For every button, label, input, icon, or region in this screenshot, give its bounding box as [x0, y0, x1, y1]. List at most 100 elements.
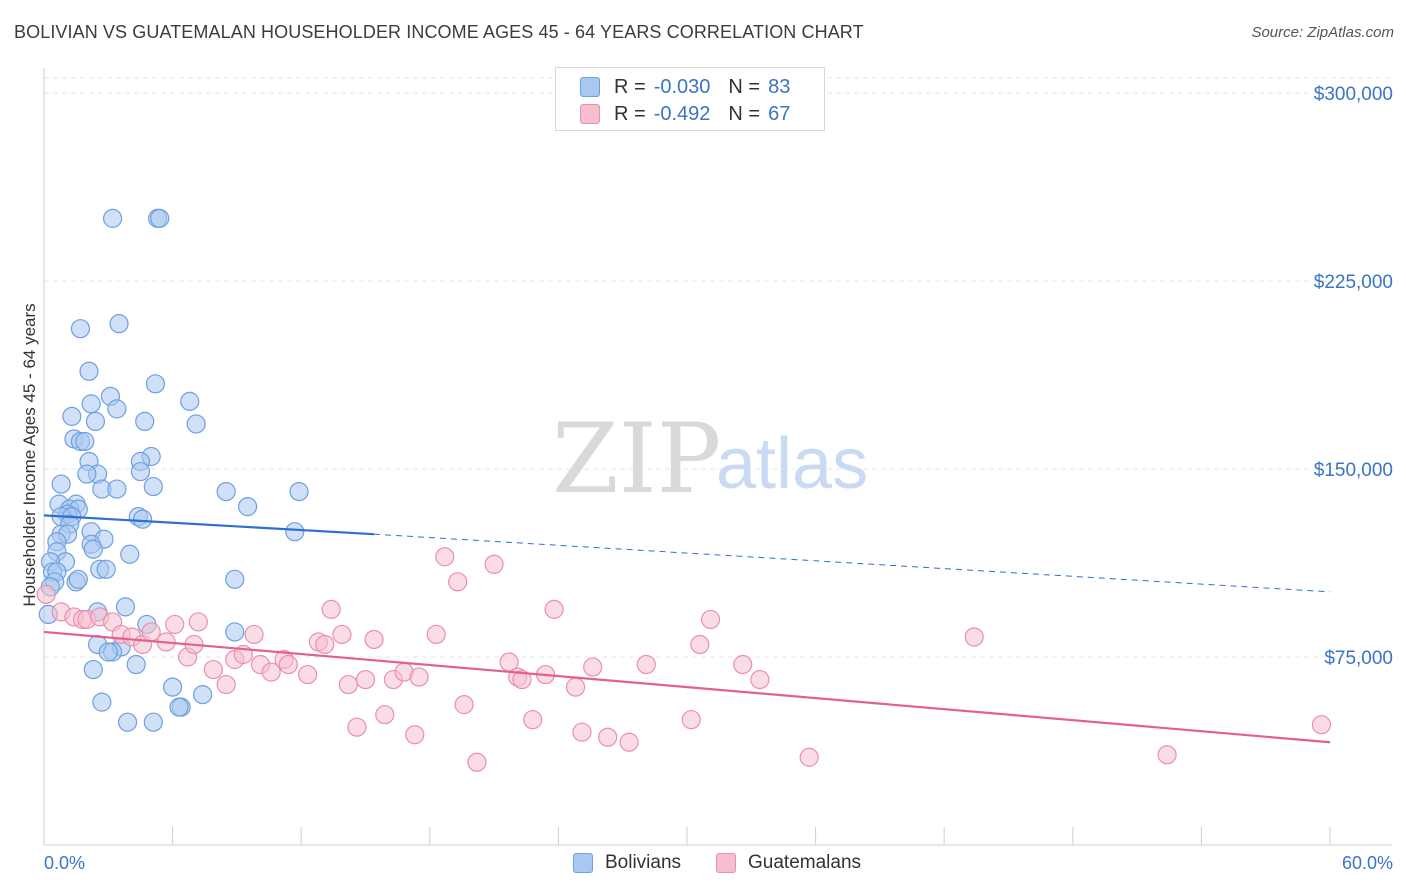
- point-guatemalans: [375, 705, 395, 725]
- point-bolivians: [186, 414, 206, 434]
- legend-r-value: -0.492: [653, 102, 711, 125]
- point-bolivians: [145, 374, 166, 394]
- point-guatemalans: [347, 717, 367, 737]
- source-label: Source: ZipAtlas.com: [1251, 24, 1394, 41]
- legend-swatch-bolivians: [580, 77, 600, 97]
- point-guatemalans: [1157, 745, 1177, 765]
- legend-item-guatemalans[interactable]: Guatemalans: [716, 852, 861, 874]
- x-tick-label-min: 0.0%: [44, 853, 85, 873]
- axes: [43, 68, 1392, 846]
- point-guatemalans: [565, 677, 586, 697]
- point-guatemalans: [733, 654, 753, 675]
- point-bolivians: [109, 314, 129, 334]
- point-bolivians: [143, 712, 163, 732]
- point-guatemalans: [523, 710, 543, 730]
- y-tick-label: $75,000: [1324, 648, 1393, 669]
- point-guatemalans: [700, 609, 721, 630]
- point-guatemalans: [467, 752, 487, 772]
- watermark-zip: ZIP: [552, 403, 721, 515]
- legend-n-label: N =: [728, 102, 761, 125]
- point-bolivians: [62, 406, 82, 426]
- point-bolivians: [107, 479, 127, 499]
- point-bolivians: [143, 476, 163, 497]
- point-bolivians: [150, 208, 170, 228]
- point-guatemalans: [315, 634, 335, 655]
- legend-swatch-guatemalans: [580, 104, 600, 124]
- point-guatemalans: [165, 614, 185, 635]
- point-guatemalans: [405, 725, 425, 745]
- y-tick-label: $225,000: [1314, 272, 1393, 293]
- point-guatemalans: [544, 599, 564, 619]
- point-guatemalans: [298, 664, 318, 685]
- point-guatemalans: [750, 669, 770, 690]
- watermark: ZIP atlas: [552, 403, 868, 515]
- point-guatemalans: [598, 727, 618, 747]
- point-bolivians: [163, 677, 183, 697]
- point-guatemalans: [355, 669, 376, 690]
- point-bolivians: [117, 712, 138, 732]
- point-guatemalans: [1311, 715, 1332, 735]
- legend-swatch-bolivians: [573, 853, 593, 873]
- point-bolivians: [238, 497, 258, 517]
- point-bolivians: [98, 642, 118, 662]
- point-guatemalans: [512, 669, 532, 690]
- point-bolivians: [102, 208, 123, 228]
- watermark-atlas: atlas: [716, 424, 868, 504]
- point-guatemalans: [583, 657, 603, 677]
- point-bolivians: [225, 569, 245, 589]
- y-tick-label: $150,000: [1314, 460, 1393, 481]
- point-guatemalans: [203, 659, 223, 680]
- point-bolivians: [75, 431, 95, 452]
- point-guatemalans: [409, 667, 429, 687]
- correlation-legend: R = -0.030 N = 83 R = -0.492 N = 67: [555, 67, 825, 131]
- chart-title: BOLIVIAN VS GUATEMALAN HOUSEHOLDER INCOM…: [14, 22, 864, 42]
- tick-labels: $75,000 $150,000 $225,000 $300,000: [1314, 84, 1393, 669]
- point-bolivians: [169, 697, 189, 717]
- point-guatemalans: [454, 695, 474, 715]
- point-bolivians: [107, 399, 127, 419]
- point-guatemalans: [448, 572, 468, 592]
- point-guatemalans: [619, 732, 639, 752]
- point-guatemalans: [964, 627, 984, 647]
- point-bolivians: [83, 659, 103, 680]
- data-points: [36, 208, 1332, 772]
- y-axis-title: Householder Income Ages 45 - 64 years: [20, 303, 39, 606]
- legend-swatch-guatemalans: [716, 853, 736, 873]
- legend-row-guatemalans: R = -0.492 N = 67: [556, 101, 790, 127]
- point-guatemalans: [572, 722, 592, 742]
- gridlines: [44, 77, 1392, 658]
- point-bolivians: [289, 481, 309, 502]
- point-guatemalans: [332, 624, 352, 645]
- point-bolivians: [135, 411, 155, 432]
- point-guatemalans: [244, 624, 264, 645]
- series-legend: Bolivians Guatemalans: [0, 852, 1406, 878]
- point-bolivians: [83, 539, 103, 559]
- point-guatemalans: [278, 654, 298, 675]
- point-guatemalans: [188, 612, 208, 632]
- legend-n-label: N =: [728, 75, 761, 98]
- point-bolivians: [96, 559, 116, 579]
- point-bolivians: [79, 361, 99, 381]
- point-bolivians: [70, 319, 91, 339]
- legend-item-bolivians[interactable]: Bolivians: [573, 852, 681, 874]
- point-bolivians: [77, 464, 97, 484]
- point-bolivians: [132, 509, 153, 529]
- point-bolivians: [193, 685, 213, 705]
- legend-r-label: R =: [614, 75, 646, 98]
- point-guatemalans: [216, 674, 236, 695]
- point-guatemalans: [690, 634, 710, 655]
- point-guatemalans: [484, 554, 504, 574]
- y-tick-label: $300,000: [1314, 84, 1393, 105]
- trend-line-guatemalans: [43, 630, 1331, 744]
- legend-row-bolivians: R = -0.030 N = 83: [556, 74, 790, 100]
- point-bolivians: [92, 692, 112, 712]
- legend-r-label: R =: [614, 102, 646, 125]
- point-bolivians: [81, 394, 101, 414]
- point-guatemalans: [681, 710, 701, 730]
- point-bolivians: [126, 654, 146, 675]
- point-guatemalans: [338, 674, 358, 695]
- trend-lines: [43, 514, 1331, 744]
- point-bolivians: [225, 622, 245, 642]
- point-guatemalans: [364, 629, 384, 650]
- point-bolivians: [115, 597, 136, 617]
